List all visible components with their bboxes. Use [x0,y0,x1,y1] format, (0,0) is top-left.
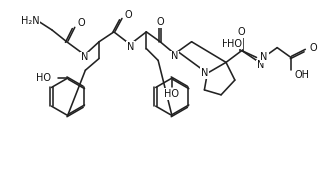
Text: HO: HO [227,39,242,49]
Text: HO: HO [36,73,51,83]
Text: N: N [127,42,134,52]
Text: O: O [238,27,245,37]
Text: N: N [257,60,264,70]
Text: H₂N: H₂N [21,16,40,26]
Text: N: N [201,68,208,78]
Text: N: N [261,53,268,62]
Text: O: O [125,10,132,20]
Text: O: O [77,18,85,28]
Text: OH: OH [295,70,310,80]
Text: O: O [310,43,317,53]
Text: HO: HO [222,39,237,49]
Text: N: N [171,52,179,62]
Text: HO: HO [164,89,179,99]
Text: N: N [81,53,88,62]
Text: O: O [156,17,164,27]
